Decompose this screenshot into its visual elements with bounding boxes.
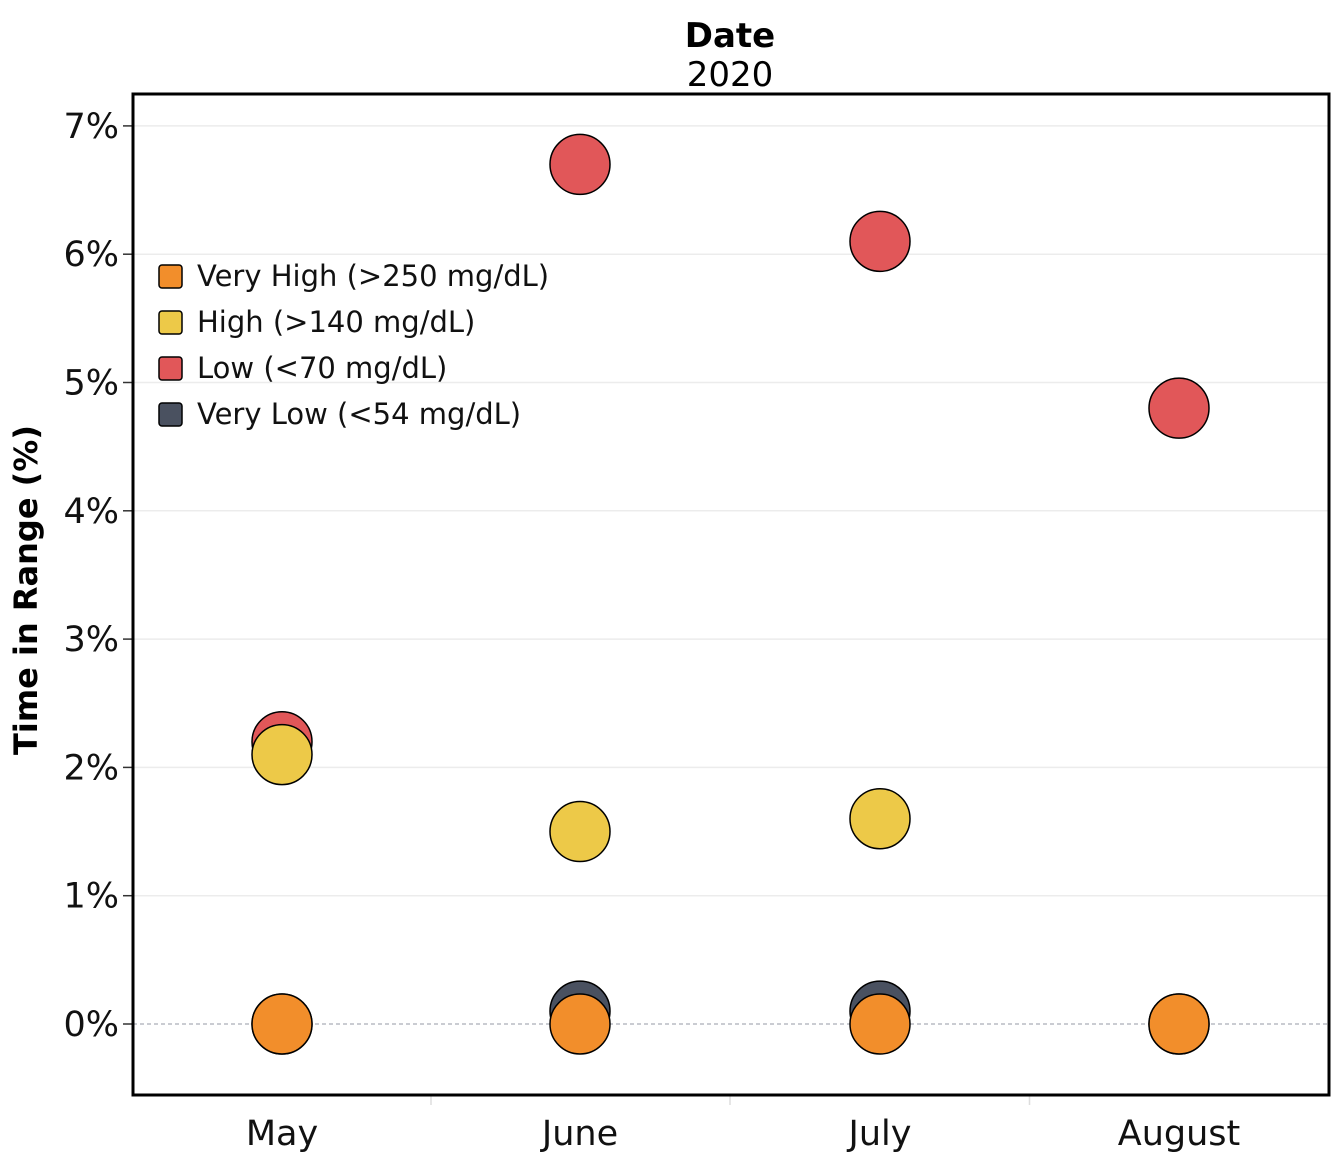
legend-item: High (>140 mg/dL) xyxy=(158,305,475,339)
data-point xyxy=(549,993,611,1055)
y-tick-label: 4% xyxy=(63,492,119,532)
y-tick-label: 0% xyxy=(63,1005,119,1045)
chart-subtitle: 2020 xyxy=(687,55,774,95)
legend-label: Low (<70 mg/dL) xyxy=(197,351,447,385)
legend-label: High (>140 mg/dL) xyxy=(197,305,475,339)
gridlines xyxy=(133,125,1329,897)
data-point xyxy=(849,787,911,850)
y-tick-label: 3% xyxy=(63,620,119,660)
legend: Very High (>250 mg/dL) High (>140 mg/dL) L… xyxy=(158,259,549,431)
legend-item: Very High (>250 mg/dL) xyxy=(158,259,549,293)
x-tick-label: August xyxy=(1118,1114,1240,1154)
y-tick-label: 5% xyxy=(63,364,119,404)
legend-swatch xyxy=(158,264,183,289)
x-tick-label: June xyxy=(540,1114,618,1154)
data-point xyxy=(549,800,611,863)
data-point xyxy=(251,993,313,1055)
legend-label: Very Low (<54 mg/dL) xyxy=(197,397,521,431)
data-points xyxy=(251,133,1210,1055)
data-point xyxy=(1148,993,1210,1055)
legend-label: Very High (>250 mg/dL) xyxy=(197,259,549,293)
legend-item: Very Low (<54 mg/dL) xyxy=(158,397,521,431)
chart-title: Date xyxy=(685,16,775,56)
legend-swatch xyxy=(158,356,183,381)
y-axis-label: Time in Range (%) xyxy=(7,425,45,755)
y-tick-label: 7% xyxy=(63,107,119,147)
y-axis-ticks: 0% 1% 2% 3% 4% 5% 6% 7% xyxy=(63,107,133,1045)
data-point xyxy=(1148,377,1210,439)
data-point xyxy=(251,723,313,786)
x-tick-label: July xyxy=(847,1114,912,1154)
data-point xyxy=(549,133,611,196)
legend-item: Low (<70 mg/dL) xyxy=(158,351,447,385)
legend-swatch xyxy=(158,402,183,427)
data-point xyxy=(849,210,911,273)
y-tick-label: 2% xyxy=(63,748,119,788)
x-axis-ticks: May June July August xyxy=(246,1095,1240,1154)
plot-frame xyxy=(131,92,1331,1097)
legend-swatch xyxy=(158,310,183,335)
data-point xyxy=(849,993,911,1055)
y-tick-label: 1% xyxy=(63,877,119,917)
y-tick-label: 6% xyxy=(63,235,119,275)
x-tick-label: May xyxy=(246,1114,318,1154)
